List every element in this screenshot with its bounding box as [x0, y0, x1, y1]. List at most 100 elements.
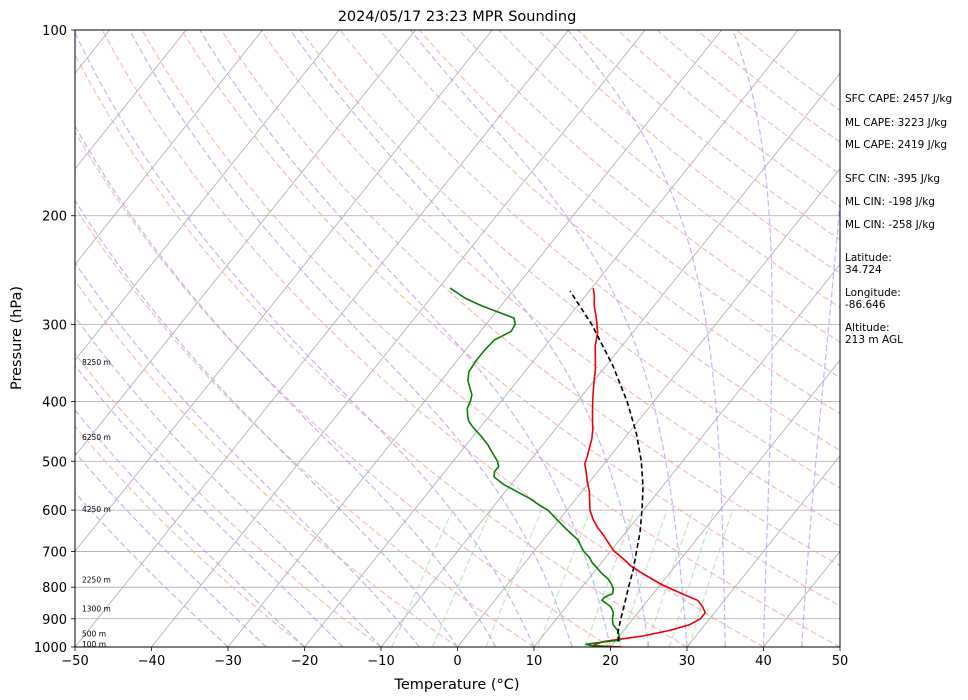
moist-adiabat-line: [129, 30, 573, 647]
moist-adiabat-line: [199, 30, 612, 647]
moist-adiabat-line: [75, 261, 420, 647]
dewpoint-line: [449, 287, 621, 647]
x-axis-label: Temperature (°C): [393, 677, 519, 693]
mixing-ratio-line: [485, 509, 543, 647]
dry-adiabat-line: [458, 30, 840, 343]
height-label: 2250 m: [82, 576, 111, 585]
latitude-value: 34.724: [845, 264, 882, 276]
parcel-path-line: [569, 290, 644, 642]
x-tick-label: −30: [214, 654, 241, 669]
isotherm-line: [227, 30, 722, 647]
x-tick-label: −50: [61, 654, 88, 669]
isotherm-line: [75, 30, 416, 457]
height-label: 8250 m: [82, 358, 111, 367]
dry-adiabat-line: [141, 30, 840, 647]
x-tick-label: −10: [367, 654, 394, 669]
isotherm-line: [151, 30, 646, 647]
dry-adiabat-line: [75, 130, 611, 647]
dry-adiabat-line: [339, 30, 840, 452]
sfc-cape: SFC CAPE: 2457 J/kg: [845, 93, 952, 105]
moist-adiabat-line: [75, 199, 458, 647]
moist-adiabat-line: [289, 30, 650, 647]
dry-adiabat-line: [75, 425, 305, 647]
moist-adiabat-line: [75, 491, 229, 647]
mixing-ratio-line: [688, 509, 734, 647]
x-tick-label: 20: [602, 654, 619, 669]
dry-adiabat-line: [75, 352, 382, 647]
dry-adiabat-line: [260, 30, 840, 528]
sounding-info-panel: SFC CAPE: 2457 J/kg ML CAPE: 3223 J/kg M…: [845, 93, 952, 346]
moist-adiabat-line: [75, 364, 344, 647]
isotherm-line: [610, 359, 840, 647]
isotherm-line: [75, 30, 340, 361]
isotherm-line: [457, 168, 840, 647]
x-tick-label: 30: [679, 654, 696, 669]
y-tick-label: 500: [42, 455, 67, 470]
mixing-ratio-line: [431, 509, 492, 647]
sounding-profiles: [449, 287, 707, 647]
x-tick-label: 10: [526, 654, 543, 669]
height-label: 1300 m: [82, 604, 111, 613]
isotherm-line: [75, 30, 187, 170]
isotherm-line: [380, 72, 840, 647]
y-tick-label: 100: [42, 24, 67, 39]
latitude-label: Latitude:: [845, 252, 892, 264]
height-label: 4250 m: [82, 505, 111, 514]
y-tick-label: 1000: [34, 641, 67, 656]
longitude-value: -86.646: [845, 299, 886, 311]
isotherm-line: [75, 30, 263, 266]
y-tick-label: 400: [42, 395, 67, 410]
mixing-ratio-line: [668, 509, 715, 647]
moist-adiabat-line: [567, 30, 726, 647]
temperature-line: [583, 287, 707, 647]
y-tick-label: 700: [42, 545, 67, 560]
height-label: 6250 m: [82, 433, 111, 442]
moist-adiabat-line: [801, 194, 840, 647]
sfc-cin: SFC CIN: -395 J/kg: [845, 173, 940, 185]
moist-adiabat-line: [75, 31, 535, 647]
isotherm-line: [304, 30, 799, 647]
moist-adiabat-line: [75, 451, 267, 647]
ml-cin-2: ML CIN: -258 J/kg: [845, 219, 935, 231]
isotherm-line: [75, 30, 493, 553]
x-axis-ticks: −50 −40 −30 −20 −10 0 10 20 30 40 50: [61, 647, 848, 669]
y-axis-label: Pressure (hPa): [9, 286, 25, 390]
moist-adiabat-line: [75, 124, 497, 647]
moist-adiabat-line: [75, 315, 382, 647]
x-tick-label: 50: [832, 654, 849, 669]
ml-cape-1: ML CAPE: 3223 J/kg: [845, 117, 947, 129]
x-tick-label: 0: [453, 654, 461, 669]
dry-adiabat-line: [75, 53, 688, 647]
dry-adiabat-line: [181, 30, 840, 607]
x-tick-label: −20: [291, 654, 318, 669]
mixing-ratio-line: [391, 509, 454, 647]
isotherm-line: [75, 30, 569, 647]
moist-adiabat-line: [732, 30, 773, 647]
isotherm-line: [533, 263, 840, 647]
height-label: 500 m: [82, 629, 106, 638]
x-tick-label: 40: [755, 654, 772, 669]
dry-adiabat-line: [75, 205, 535, 647]
y-tick-label: 800: [42, 581, 67, 596]
dry-adiabat-line: [101, 30, 764, 647]
chart-title: 2024/05/17 23:23 MPR Sounding: [338, 9, 577, 25]
moist-adiabat-line: [409, 30, 688, 647]
ml-cin-1: ML CIN: -198 J/kg: [845, 196, 935, 208]
height-labels: 100 m 500 m 1300 m 2250 m 4250 m 6250 m 8250 m: [82, 358, 111, 649]
isotherm-line: [686, 455, 840, 647]
mixing-ratio-line: [537, 509, 592, 647]
dry-adiabat-line: [379, 30, 840, 415]
moist-adiabat-line: [75, 409, 305, 647]
x-tick-label: −40: [138, 654, 165, 669]
ml-cape-2: ML CAPE: 2419 J/kg: [845, 139, 947, 151]
dry-adiabat-line: [220, 30, 840, 567]
altitude-label: Altitude:: [845, 322, 890, 334]
background-lines: [75, 30, 840, 647]
y-tick-label: 300: [42, 318, 67, 333]
dry-adiabat-line: [75, 279, 458, 647]
mixing-ratio-line: [618, 509, 668, 647]
y-tick-label: 900: [42, 613, 67, 628]
y-axis-ticks: 100 200 300 400 500 600 700 800 900 1000: [34, 24, 75, 656]
mixing-ratio-line: [646, 509, 694, 647]
